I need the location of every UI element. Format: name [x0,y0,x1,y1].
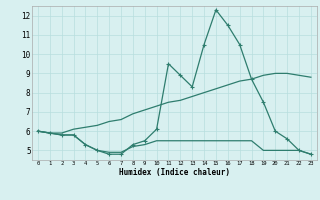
X-axis label: Humidex (Indice chaleur): Humidex (Indice chaleur) [119,168,230,177]
